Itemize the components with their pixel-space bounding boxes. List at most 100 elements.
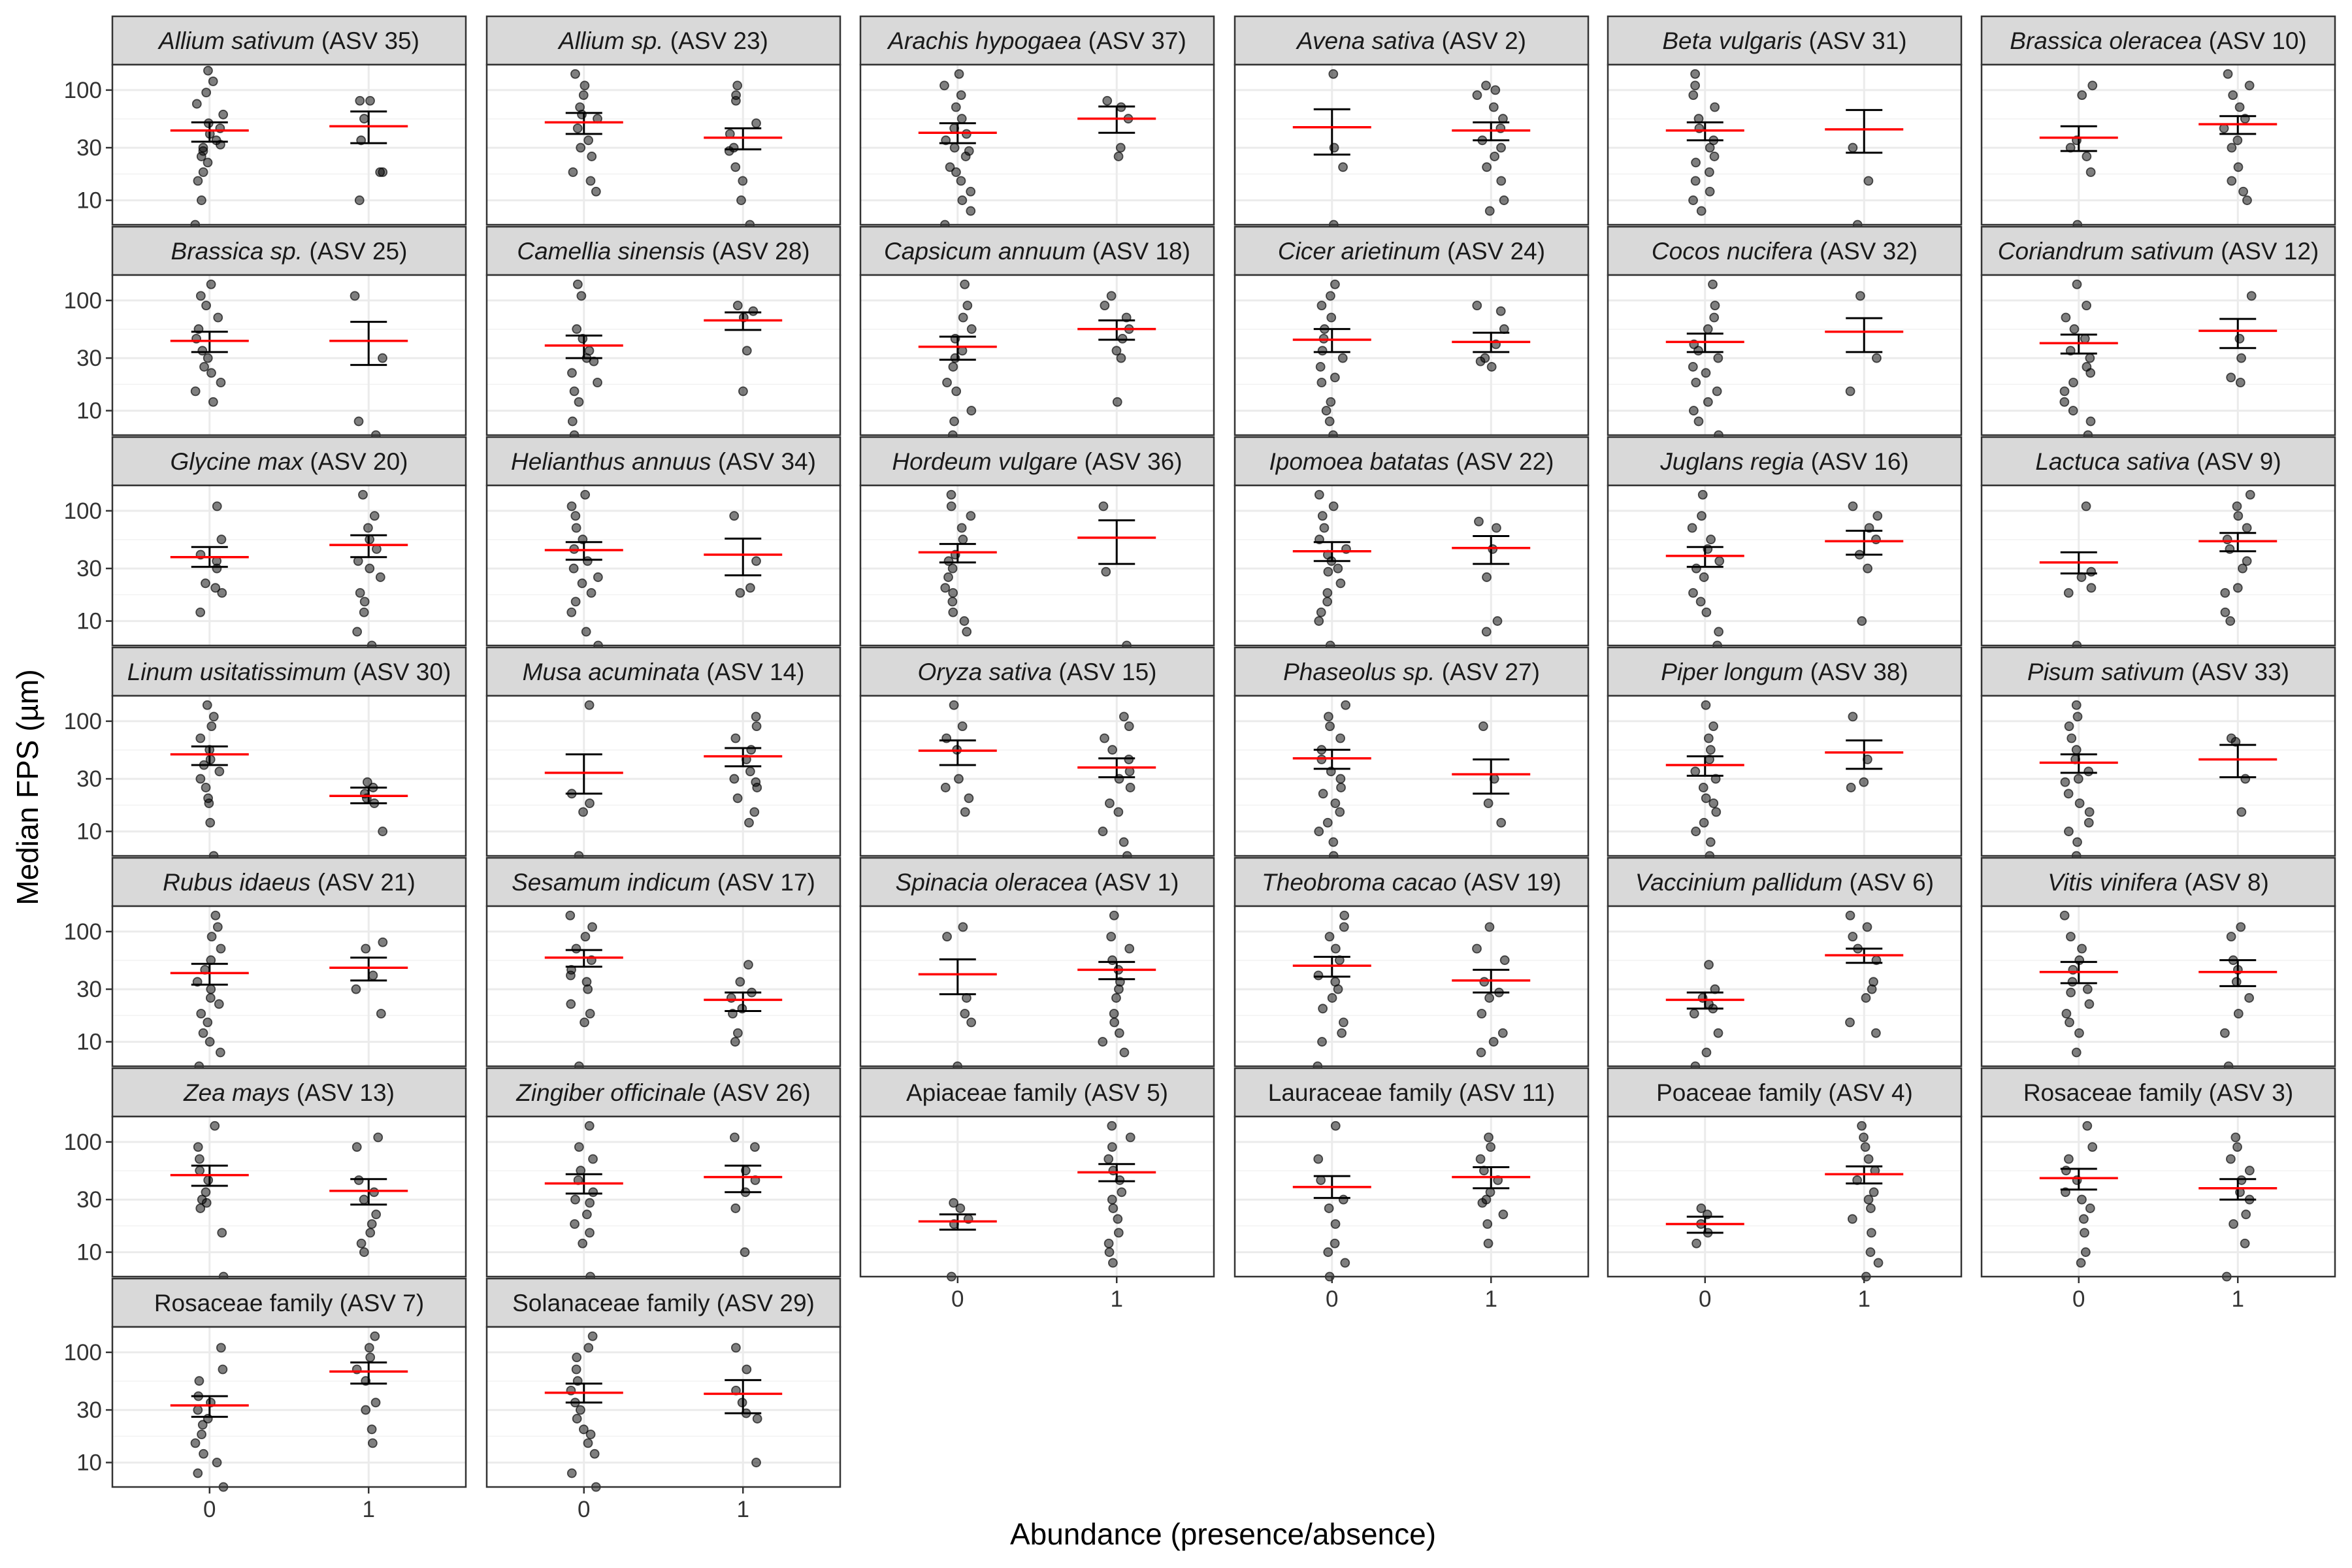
data-point — [2234, 333, 2245, 344]
data-point — [1335, 807, 1345, 817]
data-point — [942, 932, 952, 941]
plot-area — [487, 906, 840, 1066]
data-point — [962, 301, 973, 310]
data-point — [949, 142, 960, 153]
x-tick-label: 0 — [1699, 1286, 1711, 1312]
data-point — [195, 733, 206, 743]
panel-border — [1607, 63, 1963, 226]
data-point — [212, 922, 223, 932]
data-point — [745, 583, 755, 593]
data-point — [1706, 534, 1716, 545]
data-point — [2244, 80, 2255, 91]
data-point — [2074, 798, 2085, 808]
data-point — [2069, 324, 2080, 335]
facet-strip — [1980, 15, 2336, 66]
data-point — [369, 1187, 379, 1198]
facet-title: Capsicum annuum (ASV 18) — [884, 238, 1190, 265]
data-point — [201, 301, 211, 310]
data-point — [730, 1037, 740, 1047]
data-point — [1113, 1214, 1123, 1224]
data-point — [1124, 754, 1134, 764]
data-point — [960, 279, 970, 289]
data-point — [1488, 102, 1499, 112]
data-point — [571, 523, 581, 533]
facet-panel: Solanaceae family (ASV 29) 0 1 — [485, 1277, 841, 1522]
plot-area — [1982, 65, 2335, 225]
facet-title: Glycine max (ASV 20) — [171, 448, 408, 475]
facet-title: Helianthus annuus (ASV 34) — [511, 448, 816, 475]
panel-border — [1233, 63, 1590, 226]
data-point — [367, 1424, 377, 1435]
data-point — [728, 142, 739, 153]
data-point — [2085, 167, 2096, 177]
plot-area — [487, 65, 840, 225]
panel-border — [859, 484, 1215, 647]
data-point — [1871, 534, 1881, 545]
plot-area — [112, 906, 466, 1066]
data-point — [1124, 943, 1135, 954]
panel-border — [111, 1115, 467, 1278]
data-point — [2072, 279, 2082, 289]
data-point — [956, 90, 966, 100]
data-point — [958, 534, 968, 545]
data-point — [201, 578, 210, 589]
data-point — [1872, 511, 1883, 521]
data-point — [2060, 777, 2070, 787]
facet-panel: Lactuca sativa (ASV 9) — [1980, 436, 2336, 651]
y-tick-label: 10 — [76, 819, 102, 845]
data-point — [1316, 301, 1327, 310]
data-point — [1693, 416, 1704, 427]
y-tick-label: 10 — [76, 399, 102, 424]
data-point — [1335, 578, 1346, 589]
data-point — [1499, 195, 1509, 205]
data-point — [943, 556, 954, 566]
data-point — [1861, 993, 1871, 1003]
plot-area — [860, 906, 1214, 1066]
data-point — [2225, 1154, 2236, 1164]
data-point — [2222, 534, 2232, 545]
data-point — [1317, 511, 1328, 521]
y-tick-label: 30 — [76, 977, 102, 1002]
data-point — [956, 176, 966, 186]
data-point — [1697, 489, 1708, 500]
data-point — [2072, 837, 2082, 847]
data-point — [1477, 1009, 1487, 1019]
data-point — [591, 186, 601, 197]
facet-panel: Juglans regia (ASV 16) — [1607, 436, 1963, 651]
data-point — [1691, 378, 1701, 387]
data-point — [570, 511, 581, 521]
facet-panel: Apiaceae family (ASV 5) 0 1 — [859, 1067, 1215, 1312]
facet-strip — [1607, 857, 1963, 907]
data-point — [735, 588, 745, 598]
data-point — [1845, 910, 1855, 921]
data-point — [581, 1209, 592, 1220]
facet-title: Apiaceae family (ASV 5) — [906, 1079, 1168, 1106]
data-point — [949, 1198, 959, 1208]
data-point — [1112, 397, 1122, 407]
data-point — [1848, 501, 1858, 512]
data-point — [2066, 932, 2076, 941]
facet-panel: Allium sp. (ASV 23) — [485, 15, 841, 230]
data-point — [580, 80, 590, 91]
data-point — [742, 346, 752, 356]
data-point — [1688, 195, 1698, 205]
data-point — [1330, 798, 1341, 808]
facet-strip — [1233, 857, 1590, 907]
data-point — [1492, 616, 1503, 626]
panel-border — [485, 1115, 841, 1278]
facet-panel: Camellia sinensis (ASV 28) — [485, 225, 841, 440]
data-point — [1496, 142, 1506, 153]
plot-area — [860, 485, 1214, 645]
y-axis-title: Median FPS (µm) — [10, 669, 44, 905]
data-point — [2238, 563, 2247, 574]
data-point — [1867, 1228, 1876, 1238]
data-point — [1338, 162, 1348, 172]
plot-area — [1982, 275, 2335, 435]
data-point — [1497, 1028, 1508, 1038]
data-point — [2082, 984, 2093, 994]
data-point — [1703, 733, 1714, 743]
data-point — [2234, 102, 2245, 112]
facet-strip — [485, 225, 841, 276]
data-point — [571, 943, 581, 954]
